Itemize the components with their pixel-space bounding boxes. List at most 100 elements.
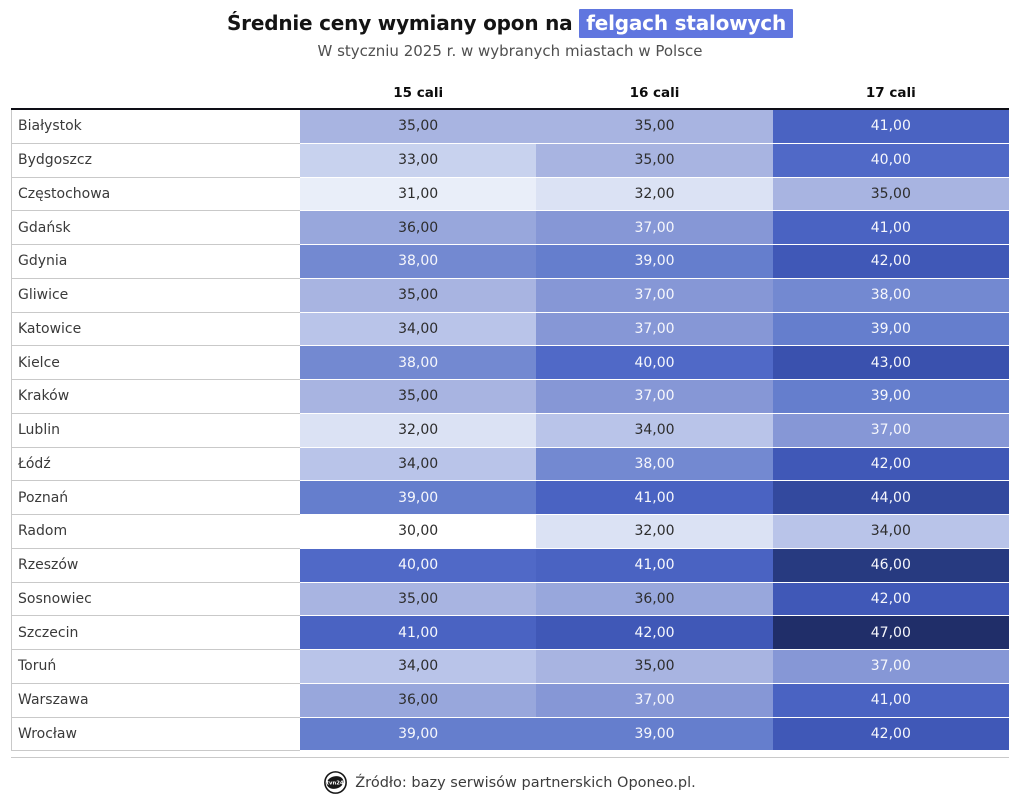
- city-label: Gdynia: [11, 245, 300, 279]
- city-label: Bydgoszcz: [11, 143, 300, 178]
- price-cell: 36,00: [536, 582, 773, 617]
- price-cell: 41,00: [772, 211, 1009, 245]
- city-label: Sosnowiec: [11, 582, 300, 617]
- city-label: Gliwice: [11, 278, 300, 313]
- city-label: Poznań: [11, 481, 300, 515]
- city-label: Częstochowa: [11, 177, 300, 212]
- price-cell: 38,00: [536, 447, 773, 482]
- price-cell: 39,00: [300, 481, 537, 515]
- price-cell: 40,00: [772, 143, 1009, 178]
- price-cell: 42,00: [772, 447, 1009, 482]
- price-cell: 42,00: [772, 245, 1009, 279]
- price-cell: 42,00: [772, 582, 1009, 617]
- title-prefix: Średnie ceny wymiany opon na: [226, 11, 580, 35]
- table-row: Kraków 35,00 37,00 39,00: [11, 380, 1009, 414]
- price-cell: 37,00: [536, 211, 773, 245]
- price-cell: 30,00: [300, 515, 537, 549]
- price-cell: 37,00: [536, 312, 773, 347]
- city-label: Lublin: [11, 413, 300, 448]
- table-row: Poznań 39,00 41,00 44,00: [11, 481, 1009, 515]
- price-cell: 35,00: [536, 143, 773, 178]
- price-cell: 40,00: [536, 346, 773, 380]
- price-heatmap-table: 15 cali 16 cali 17 cali Białystok 35,00 35…: [11, 80, 1009, 759]
- price-cell: 34,00: [300, 650, 537, 684]
- city-label: Łódź: [11, 447, 300, 482]
- table-row: Gdynia 38,00 39,00 42,00: [11, 245, 1009, 279]
- table-row: Sosnowiec 35,00 36,00 42,00: [11, 582, 1009, 617]
- price-cell: 46,00: [772, 548, 1009, 583]
- table-row: Lublin 32,00 34,00 37,00: [11, 413, 1009, 448]
- price-cell: 34,00: [536, 413, 773, 448]
- price-cell: 41,00: [772, 683, 1009, 718]
- city-label: Toruń: [11, 650, 300, 684]
- page-title: Średnie ceny wymiany opon na felgach sta…: [0, 0, 1020, 38]
- column-header-15-cali: 15 cali: [393, 85, 444, 101]
- price-cell: 36,00: [300, 211, 537, 245]
- tvn24-logo-text: tvn24: [327, 781, 344, 787]
- price-cell: 32,00: [536, 177, 773, 212]
- price-cell: 35,00: [300, 582, 537, 617]
- price-cell: 36,00: [300, 683, 537, 718]
- price-cell: 43,00: [772, 346, 1009, 380]
- price-cell: 38,00: [300, 346, 537, 380]
- price-cell: 39,00: [300, 717, 537, 752]
- price-cell: 35,00: [536, 110, 773, 144]
- city-label: Gdańsk: [11, 211, 300, 245]
- price-cell: 37,00: [536, 380, 773, 414]
- table-row: Toruń 34,00 35,00 37,00: [11, 650, 1009, 684]
- price-cell: 35,00: [772, 177, 1009, 212]
- table-row: Rzeszów 40,00 41,00 46,00: [11, 548, 1009, 583]
- price-cell: 32,00: [300, 413, 537, 448]
- price-cell: 44,00: [772, 481, 1009, 515]
- city-label: Radom: [11, 515, 300, 549]
- price-cell: 37,00: [772, 413, 1009, 448]
- price-cell: 41,00: [536, 481, 773, 515]
- table-row: Radom 30,00 32,00 34,00: [11, 515, 1009, 549]
- city-label: Wrocław: [11, 717, 300, 752]
- tvn24-logo-icon: tvn24: [324, 771, 348, 795]
- price-cell: 37,00: [536, 683, 773, 718]
- price-cell: 39,00: [536, 717, 773, 752]
- table-row: Kielce 38,00 40,00 43,00: [11, 346, 1009, 380]
- price-cell: 35,00: [300, 110, 537, 144]
- source-footer: tvn24 Źródło: bazy serwisów partnerskich…: [0, 771, 1020, 795]
- price-cell: 34,00: [772, 515, 1009, 549]
- table-row: Katowice 34,00 37,00 39,00: [11, 312, 1009, 347]
- price-cell: 42,00: [772, 717, 1009, 752]
- price-cell: 41,00: [772, 110, 1009, 144]
- table-body: Białystok 35,00 35,00 41,00 Bydgoszcz 33,00 35…: [11, 110, 1009, 752]
- price-cell: 33,00: [300, 143, 537, 178]
- city-label: Rzeszów: [11, 548, 300, 583]
- price-cell: 47,00: [772, 616, 1009, 650]
- city-label: Szczecin: [11, 616, 300, 650]
- price-cell: 32,00: [536, 515, 773, 549]
- price-cell: 39,00: [772, 380, 1009, 414]
- city-label: Kraków: [11, 380, 300, 414]
- table-row: Gliwice 35,00 37,00 38,00: [11, 278, 1009, 313]
- price-cell: 41,00: [300, 616, 537, 650]
- price-cell: 37,00: [772, 650, 1009, 684]
- table-row: Białystok 35,00 35,00 41,00: [11, 110, 1009, 144]
- price-cell: 35,00: [536, 650, 773, 684]
- table-bottom-border: [11, 757, 1009, 759]
- column-header-16-cali: 16 cali: [629, 85, 680, 101]
- table-row: Bydgoszcz 33,00 35,00 40,00: [11, 143, 1009, 178]
- price-cell: 39,00: [536, 245, 773, 279]
- city-label: Warszawa: [11, 683, 300, 718]
- table-row: Gdańsk 36,00 37,00 41,00: [11, 211, 1009, 245]
- table-row: Szczecin 41,00 42,00 47,00: [11, 616, 1009, 650]
- price-cell: 38,00: [772, 278, 1009, 313]
- city-label: Katowice: [11, 312, 300, 347]
- price-cell: 35,00: [300, 380, 537, 414]
- city-label: Białystok: [11, 110, 300, 144]
- table-row: Warszawa 36,00 37,00 41,00: [11, 683, 1009, 718]
- table-row: Wrocław 39,00 39,00 42,00: [11, 717, 1009, 752]
- price-cell: 41,00: [536, 548, 773, 583]
- price-cell: 39,00: [772, 312, 1009, 347]
- table-row: Częstochowa 31,00 32,00 35,00: [11, 177, 1009, 212]
- column-header-17-cali: 17 cali: [865, 85, 916, 101]
- price-cell: 34,00: [300, 447, 537, 482]
- price-cell: 35,00: [300, 278, 537, 313]
- price-cell: 34,00: [300, 312, 537, 347]
